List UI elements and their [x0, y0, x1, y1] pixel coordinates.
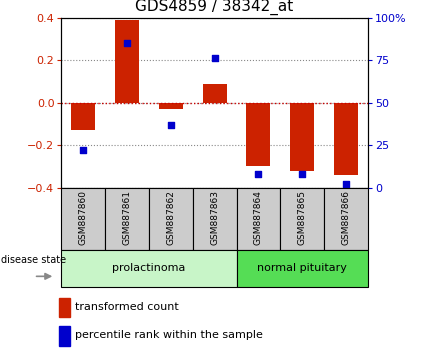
Text: GSM887865: GSM887865: [298, 190, 307, 245]
Bar: [324, 188, 368, 250]
Text: disease state: disease state: [1, 255, 66, 265]
Point: [124, 40, 131, 46]
Bar: [246, 103, 270, 166]
Text: percentile rank within the sample: percentile rank within the sample: [75, 330, 263, 341]
Bar: [115, 20, 139, 103]
Bar: [61, 250, 237, 287]
Text: GSM887861: GSM887861: [123, 190, 131, 245]
Bar: [59, 326, 71, 346]
Bar: [237, 250, 368, 287]
Point: [167, 122, 174, 127]
Bar: [290, 103, 314, 171]
Text: normal pituitary: normal pituitary: [257, 263, 347, 273]
Title: GDS4859 / 38342_at: GDS4859 / 38342_at: [135, 0, 294, 15]
Text: transformed count: transformed count: [75, 302, 179, 312]
Point: [299, 171, 306, 177]
Bar: [71, 103, 95, 130]
Bar: [202, 84, 227, 103]
Bar: [193, 188, 237, 250]
Bar: [280, 188, 324, 250]
Point: [211, 56, 218, 61]
Bar: [59, 298, 71, 317]
Bar: [334, 103, 358, 175]
Bar: [61, 188, 105, 250]
Text: GSM887860: GSM887860: [79, 190, 88, 245]
Text: GSM887866: GSM887866: [342, 190, 350, 245]
Bar: [237, 188, 280, 250]
Text: GSM887864: GSM887864: [254, 190, 263, 245]
Text: GSM887862: GSM887862: [166, 190, 175, 245]
Point: [255, 171, 262, 177]
Point: [343, 181, 350, 187]
Bar: [159, 103, 183, 109]
Bar: [105, 188, 149, 250]
Bar: [149, 188, 193, 250]
Point: [80, 147, 87, 153]
Text: prolactinoma: prolactinoma: [112, 263, 186, 273]
Text: GSM887863: GSM887863: [210, 190, 219, 245]
